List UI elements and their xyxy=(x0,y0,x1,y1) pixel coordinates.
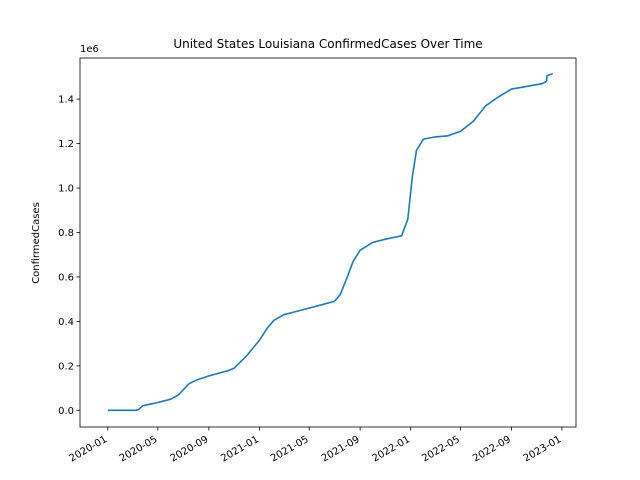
y-axis-label: ConfirmedCases xyxy=(31,202,42,284)
chart-title: United States Louisiana ConfirmedCases O… xyxy=(173,37,482,51)
line-layer xyxy=(107,72,554,412)
y-tick-label-4: 0.8 xyxy=(58,228,74,239)
y-offset-label: 1e6 xyxy=(80,44,99,55)
plot-frame xyxy=(79,57,577,428)
y-tick-label-7: 1.4 xyxy=(58,95,74,106)
y-tick-label-3: 0.6 xyxy=(58,272,74,283)
series-line-0 xyxy=(107,72,554,412)
y-tick-label-6: 1.2 xyxy=(58,139,74,150)
y-tick-label-2: 0.4 xyxy=(58,317,74,328)
y-tick-label-1: 0.2 xyxy=(58,361,74,372)
y-tick-label-5: 1.0 xyxy=(58,184,74,195)
y-tick-label-0: 0.0 xyxy=(58,406,74,417)
